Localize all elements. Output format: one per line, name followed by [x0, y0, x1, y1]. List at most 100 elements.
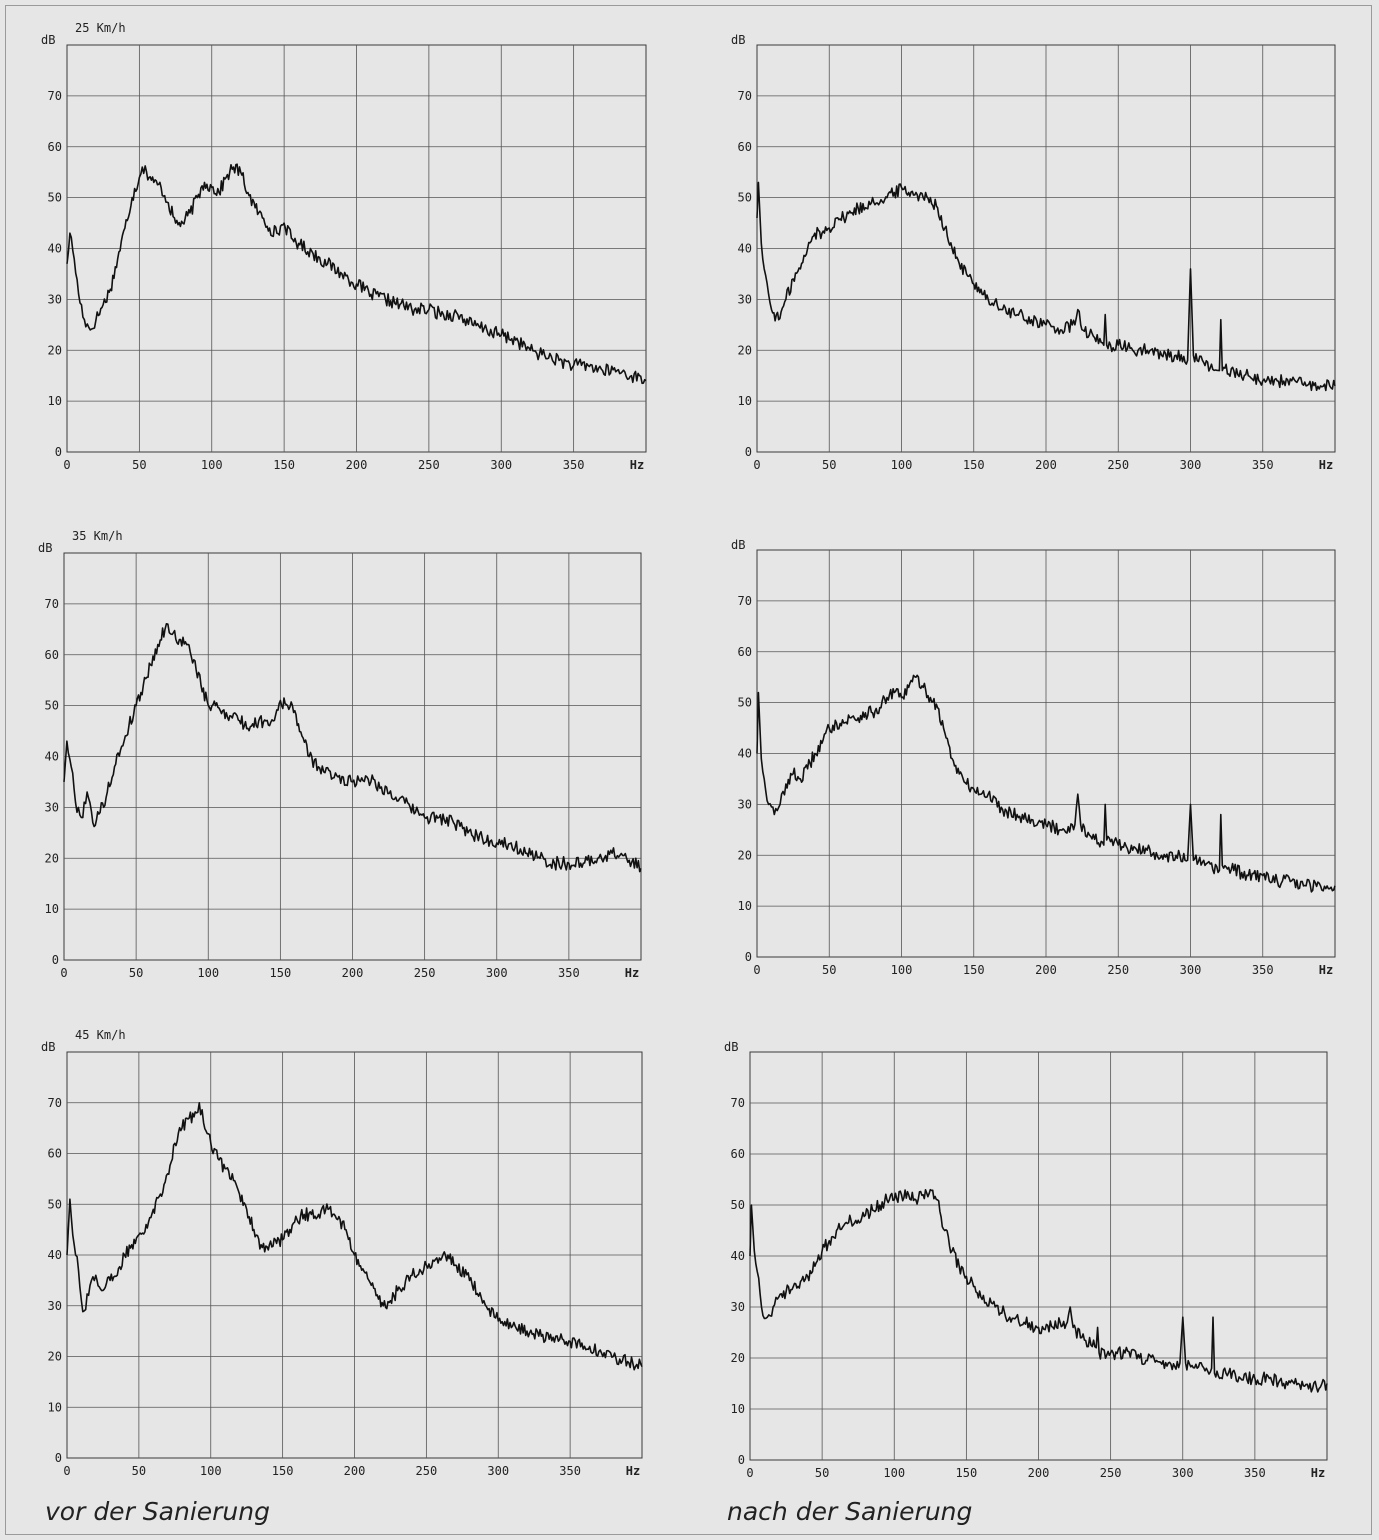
y-tick-label: 0 — [55, 445, 62, 459]
y-unit-label: dB — [731, 33, 745, 47]
x-tick-label: 100 — [197, 966, 219, 980]
y-tick-label: 20 — [738, 848, 752, 862]
y-tick-label: 50 — [48, 1197, 62, 1211]
caption-before: vor der Sanierung — [45, 1497, 270, 1526]
x-tick-label: 350 — [1252, 963, 1274, 977]
figure-frame — [5, 5, 1372, 1535]
y-unit-label: dB — [38, 541, 52, 555]
y-tick-label: 20 — [48, 343, 62, 357]
y-tick-label: 60 — [738, 140, 752, 154]
chart-panel-6: 0 50 100 150 200 250 300 350 0 10 20 30 40 50 60 70 dB Hz — [724, 1040, 1328, 1480]
y-tick-label: 40 — [731, 1249, 745, 1263]
x-tick-label: 250 — [1107, 963, 1129, 977]
x-tick-label: 0 — [753, 963, 760, 977]
y-tick-label: 20 — [45, 851, 59, 865]
x-tick-label: 50 — [132, 458, 146, 472]
y-tick-label: 10 — [48, 394, 62, 408]
y-tick-label: 40 — [48, 1248, 62, 1262]
x-tick-label: 350 — [558, 966, 580, 980]
x-tick-label: 300 — [490, 458, 512, 472]
y-tick-label: 10 — [48, 1400, 62, 1414]
spectrum-line — [66, 163, 647, 385]
x-tick-label: 150 — [956, 1466, 978, 1480]
x-tick-label: 200 — [1035, 963, 1057, 977]
y-tick-label: 70 — [48, 89, 62, 103]
y-tick-label: 0 — [52, 953, 59, 967]
spectrum-line — [63, 623, 642, 873]
x-tick-label: 100 — [891, 963, 913, 977]
x-tick-label: 200 — [1035, 458, 1057, 472]
x-tick-label: 250 — [414, 966, 436, 980]
x-tick-label: 0 — [63, 458, 70, 472]
x-tick-label: 0 — [60, 966, 67, 980]
x-tick-label: 250 — [1107, 458, 1129, 472]
x-tick-label: 200 — [1028, 1466, 1050, 1480]
spectrum-line — [66, 1102, 643, 1371]
y-tick-label: 40 — [45, 750, 59, 764]
x-tick-label: 350 — [1244, 1466, 1266, 1480]
y-tick-label: 50 — [45, 699, 59, 713]
x-unit-label: Hz — [1319, 458, 1333, 472]
chart-panel-3: 0 50 100 150 200 250 300 350 0 10 20 30 40 50 60 70 dB Hz… — [38, 529, 642, 980]
y-tick-label: 20 — [731, 1351, 745, 1365]
y-tick-label: 0 — [55, 1451, 62, 1465]
x-tick-label: 150 — [963, 963, 985, 977]
y-tick-label: 60 — [45, 648, 59, 662]
y-unit-label: dB — [724, 1040, 738, 1054]
x-tick-label: 100 — [200, 1464, 222, 1478]
x-unit-label: Hz — [630, 458, 644, 472]
y-tick-label: 20 — [48, 1350, 62, 1364]
y-tick-label: 10 — [45, 902, 59, 916]
y-tick-label: 0 — [745, 950, 752, 964]
y-tick-label: 30 — [738, 797, 752, 811]
y-tick-label: 30 — [48, 1299, 62, 1313]
chart-panel-2: 0 50 100 150 200 250 300 350 0 10 20 30 40 50 60 70 dB Hz — [731, 33, 1336, 472]
y-tick-label: 70 — [731, 1096, 745, 1110]
y-tick-label: 60 — [48, 1147, 62, 1161]
x-tick-label: 350 — [559, 1464, 581, 1478]
x-tick-label: 100 — [891, 458, 913, 472]
x-tick-label: 50 — [129, 966, 143, 980]
x-tick-label: 50 — [822, 458, 836, 472]
spectrum-line — [756, 181, 1336, 392]
y-tick-label: 70 — [738, 594, 752, 608]
y-unit-label: dB — [41, 1040, 55, 1054]
y-tick-label: 20 — [738, 343, 752, 357]
x-tick-label: 300 — [487, 1464, 509, 1478]
y-tick-label: 10 — [738, 394, 752, 408]
y-tick-label: 0 — [745, 445, 752, 459]
chart-panel-1: 0 50 100 150 200 250 300 350 0 10 20 30 40 50 60 70 dB Hz… — [41, 21, 647, 472]
y-tick-label: 40 — [738, 747, 752, 761]
x-tick-label: 50 — [815, 1466, 829, 1480]
y-tick-label: 50 — [48, 191, 62, 205]
y-unit-label: dB — [731, 538, 745, 552]
speed-label: 35 Km/h — [72, 529, 123, 543]
x-tick-label: 150 — [272, 1464, 294, 1478]
y-tick-label: 60 — [48, 140, 62, 154]
x-tick-label: 200 — [342, 966, 364, 980]
caption-after: nach der Sanierung — [727, 1497, 973, 1526]
y-tick-label: 70 — [45, 597, 59, 611]
y-tick-label: 30 — [731, 1300, 745, 1314]
y-tick-label: 70 — [48, 1096, 62, 1110]
x-tick-label: 350 — [1252, 458, 1274, 472]
x-unit-label: Hz — [625, 966, 639, 980]
y-tick-label: 30 — [48, 292, 62, 306]
y-tick-label: 0 — [738, 1453, 745, 1467]
x-tick-label: 150 — [273, 458, 295, 472]
x-tick-label: 300 — [1180, 458, 1202, 472]
spectrum-line — [749, 1188, 1328, 1393]
y-tick-label: 50 — [731, 1198, 745, 1212]
x-unit-label: Hz — [1311, 1466, 1325, 1480]
x-tick-label: 0 — [746, 1466, 753, 1480]
x-tick-label: 50 — [822, 963, 836, 977]
y-tick-label: 60 — [731, 1147, 745, 1161]
y-tick-label: 50 — [738, 696, 752, 710]
x-tick-label: 50 — [132, 1464, 146, 1478]
y-tick-label: 70 — [738, 89, 752, 103]
y-tick-label: 10 — [738, 899, 752, 913]
y-tick-label: 40 — [738, 242, 752, 256]
x-tick-label: 300 — [1180, 963, 1202, 977]
x-tick-label: 100 — [883, 1466, 905, 1480]
